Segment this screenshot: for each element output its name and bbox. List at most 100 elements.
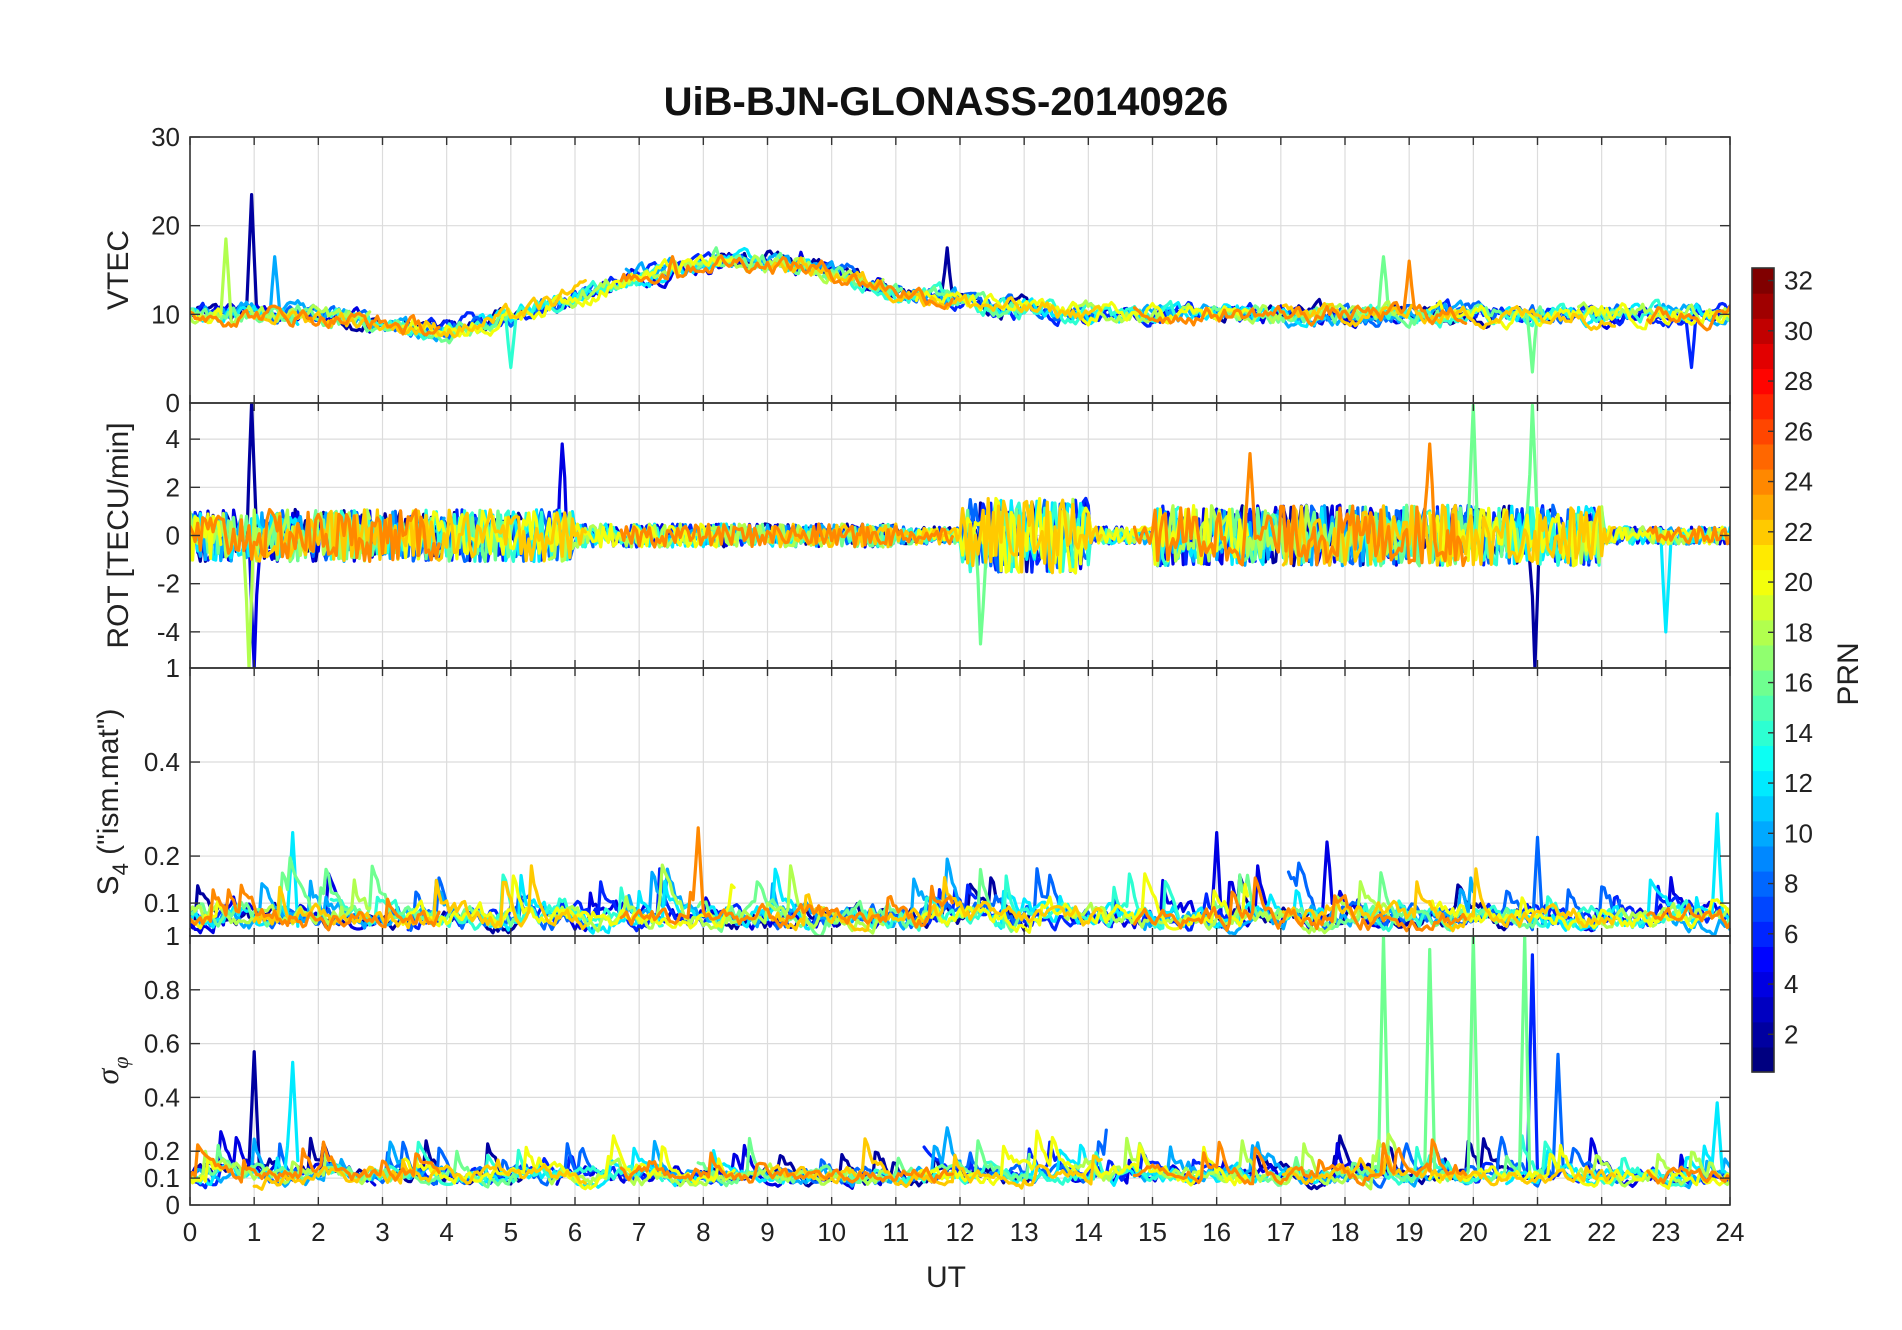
colorbar-tick-label: 6 [1784, 919, 1798, 949]
y-tick-label: 0.8 [144, 975, 180, 1005]
x-tick-label: 12 [946, 1217, 975, 1247]
x-tick-label: 15 [1138, 1217, 1167, 1247]
y-tick-label-top: 0 [166, 388, 180, 418]
colorbar-swatch [1752, 494, 1774, 520]
x-tick-label: 23 [1651, 1217, 1680, 1247]
x-tick-label: 13 [1010, 1217, 1039, 1247]
y-label-main: S [92, 875, 125, 895]
y-tick-label: 10 [151, 299, 180, 329]
series-line-prn-20 [190, 1129, 1730, 1191]
colorbar-swatch [1752, 921, 1774, 947]
y-axis-label-sigma: σφ [89, 1057, 133, 1085]
x-tick-label: 22 [1587, 1217, 1616, 1247]
x-axis-label: UT [926, 1261, 966, 1294]
x-tick-label: 20 [1459, 1217, 1488, 1247]
colorbar-swatch [1752, 820, 1774, 847]
colorbar-swatch [1752, 443, 1774, 470]
colorbar-tick-label: 16 [1784, 668, 1813, 698]
series-line-prn-18 [190, 237, 1730, 327]
colorbar-tick-label: 2 [1784, 1019, 1798, 1049]
colorbar-swatch [1752, 670, 1774, 696]
colorbar-swatch [1752, 268, 1774, 294]
series-line-prn-24 [190, 826, 1730, 933]
x-tick-label: 19 [1395, 1217, 1424, 1247]
y-tick-label: -2 [157, 569, 180, 599]
colorbar-tick-label: 30 [1784, 316, 1813, 346]
series-line-prn-24 [190, 1138, 1730, 1187]
y-tick-label: 0 [166, 521, 180, 551]
colorbar-swatch [1752, 795, 1774, 822]
x-tick-labels: 0 1 2 3 4 5 6 7 8 9 10 11 12 13 14 15 16 17 18 19 20 21 22 23 24 [183, 1217, 1745, 1247]
x-tick-label: 21 [1523, 1217, 1552, 1247]
colorbar-swatch [1752, 619, 1774, 646]
colorbar-swatch [1752, 695, 1774, 721]
x-tick-label: 18 [1331, 1217, 1360, 1247]
colorbar-swatch [1752, 871, 1774, 897]
y-label-sub: φ [108, 1057, 133, 1069]
x-tick-label: 9 [760, 1217, 774, 1247]
x-tick-label: 7 [632, 1217, 646, 1247]
colorbar-swatch [1752, 996, 1774, 1023]
x-tick-label: 1 [247, 1217, 261, 1247]
colorbar-tick-label: 22 [1784, 517, 1813, 547]
panel-rot: -4 -2 0 2 4 0 ROT [TECU/min] [102, 388, 1731, 669]
panel-s4: 0.1 0.2 0.4 1 S4 ("ism.mat") [92, 653, 1731, 937]
y-label-sub: 4 [108, 863, 133, 875]
colorbar-swatch [1752, 519, 1774, 545]
y-axis-label-s4: S4 ("ism.mat") [92, 709, 133, 896]
y-axis-label-vtec: VTEC [102, 230, 135, 310]
colorbar-swatch [1752, 469, 1774, 495]
colorbar-tick-label: 24 [1784, 467, 1813, 497]
colorbar-tick-label: 8 [1784, 869, 1798, 899]
y-tick-label: 0.4 [144, 1082, 180, 1112]
colorbar-swatch [1752, 946, 1774, 973]
colorbar-swatch [1752, 720, 1774, 746]
colorbar-swatch [1752, 594, 1774, 621]
x-tick-label: 6 [568, 1217, 582, 1247]
colorbar-swatch [1752, 1046, 1774, 1073]
y-tick-label: 0.1 [144, 1163, 180, 1193]
traces-s4 [190, 812, 1730, 936]
x-tick-label: 2 [311, 1217, 325, 1247]
colorbar-swatch [1752, 393, 1774, 420]
colorbar-tick-label: 20 [1784, 567, 1813, 597]
y-tick-label: 0.6 [144, 1029, 180, 1059]
colorbar-swatch [1752, 845, 1774, 872]
y-tick-label: 2 [166, 472, 180, 502]
y-label-tail: ("ism.mat") [92, 709, 125, 864]
colorbar-swatch [1752, 770, 1774, 797]
colorbar-swatch [1752, 896, 1774, 922]
y-tick-label: -4 [157, 617, 180, 647]
colorbar-tick-label: 18 [1784, 617, 1813, 647]
colorbar-frame [1751, 267, 1775, 1073]
series-line-prn-24 [190, 442, 1730, 568]
colorbar-swatch [1752, 745, 1774, 772]
y-tick-label: 30 [151, 122, 180, 152]
colorbar-tick-label: 32 [1784, 266, 1813, 296]
y-tick-label: 0.1 [144, 888, 180, 918]
y-tick-label: 0.2 [144, 841, 180, 871]
colorbar-tick-label: 4 [1784, 969, 1798, 999]
x-tick-label: 16 [1202, 1217, 1231, 1247]
chart-title: UiB-BJN-GLONASS-20140926 [664, 80, 1229, 124]
x-tick-label: 10 [817, 1217, 846, 1247]
colorbar-tick-label: 12 [1784, 768, 1813, 798]
x-tick-label: 3 [375, 1217, 389, 1247]
x-tick-label: 5 [504, 1217, 518, 1247]
x-tick-label: 14 [1074, 1217, 1103, 1247]
colorbar-tick-label: 26 [1784, 416, 1813, 446]
colorbar-swatch [1752, 971, 1774, 998]
panel-sigma: 00.10.2 0.4 0.6 0.8 1 σφ [89, 921, 1731, 1220]
y-tick-label: 20 [151, 211, 180, 241]
grid-s4 [189, 668, 1731, 936]
x-tick-label: 8 [696, 1217, 710, 1247]
colorbar-swatch [1752, 318, 1774, 344]
y-tick-label: 0.2 [144, 1136, 180, 1166]
colorbar-tick-label: 28 [1784, 366, 1813, 396]
colorbar-swatch [1752, 1021, 1774, 1048]
colorbar-swatch [1752, 343, 1774, 370]
traces-vtec [190, 193, 1730, 374]
